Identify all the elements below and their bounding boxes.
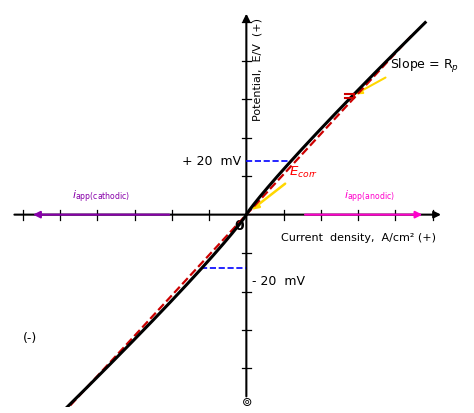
Text: (-): (-) — [23, 331, 37, 344]
Text: 0: 0 — [235, 219, 245, 233]
Text: Current  density,  A/cm² (+): Current density, A/cm² (+) — [282, 233, 437, 242]
Text: Slope = R$_p$: Slope = R$_p$ — [390, 57, 459, 75]
Text: $\circledcirc$: $\circledcirc$ — [241, 395, 252, 408]
Text: $\mathit{E}_{\mathit{corr}}$: $\mathit{E}_{\mathit{corr}}$ — [289, 165, 319, 180]
Text: - 20  mV: - 20 mV — [252, 275, 305, 287]
Text: + 20  mV: + 20 mV — [182, 155, 241, 168]
Text: $i_{\mathdefault{app(anodic)}}$: $i_{\mathdefault{app(anodic)}}$ — [344, 188, 395, 204]
Text: Potential,  E/V  (+): Potential, E/V (+) — [253, 18, 263, 120]
Text: $i_{\mathdefault{app(cathodic)}}$: $i_{\mathdefault{app(cathodic)}}$ — [72, 188, 130, 204]
